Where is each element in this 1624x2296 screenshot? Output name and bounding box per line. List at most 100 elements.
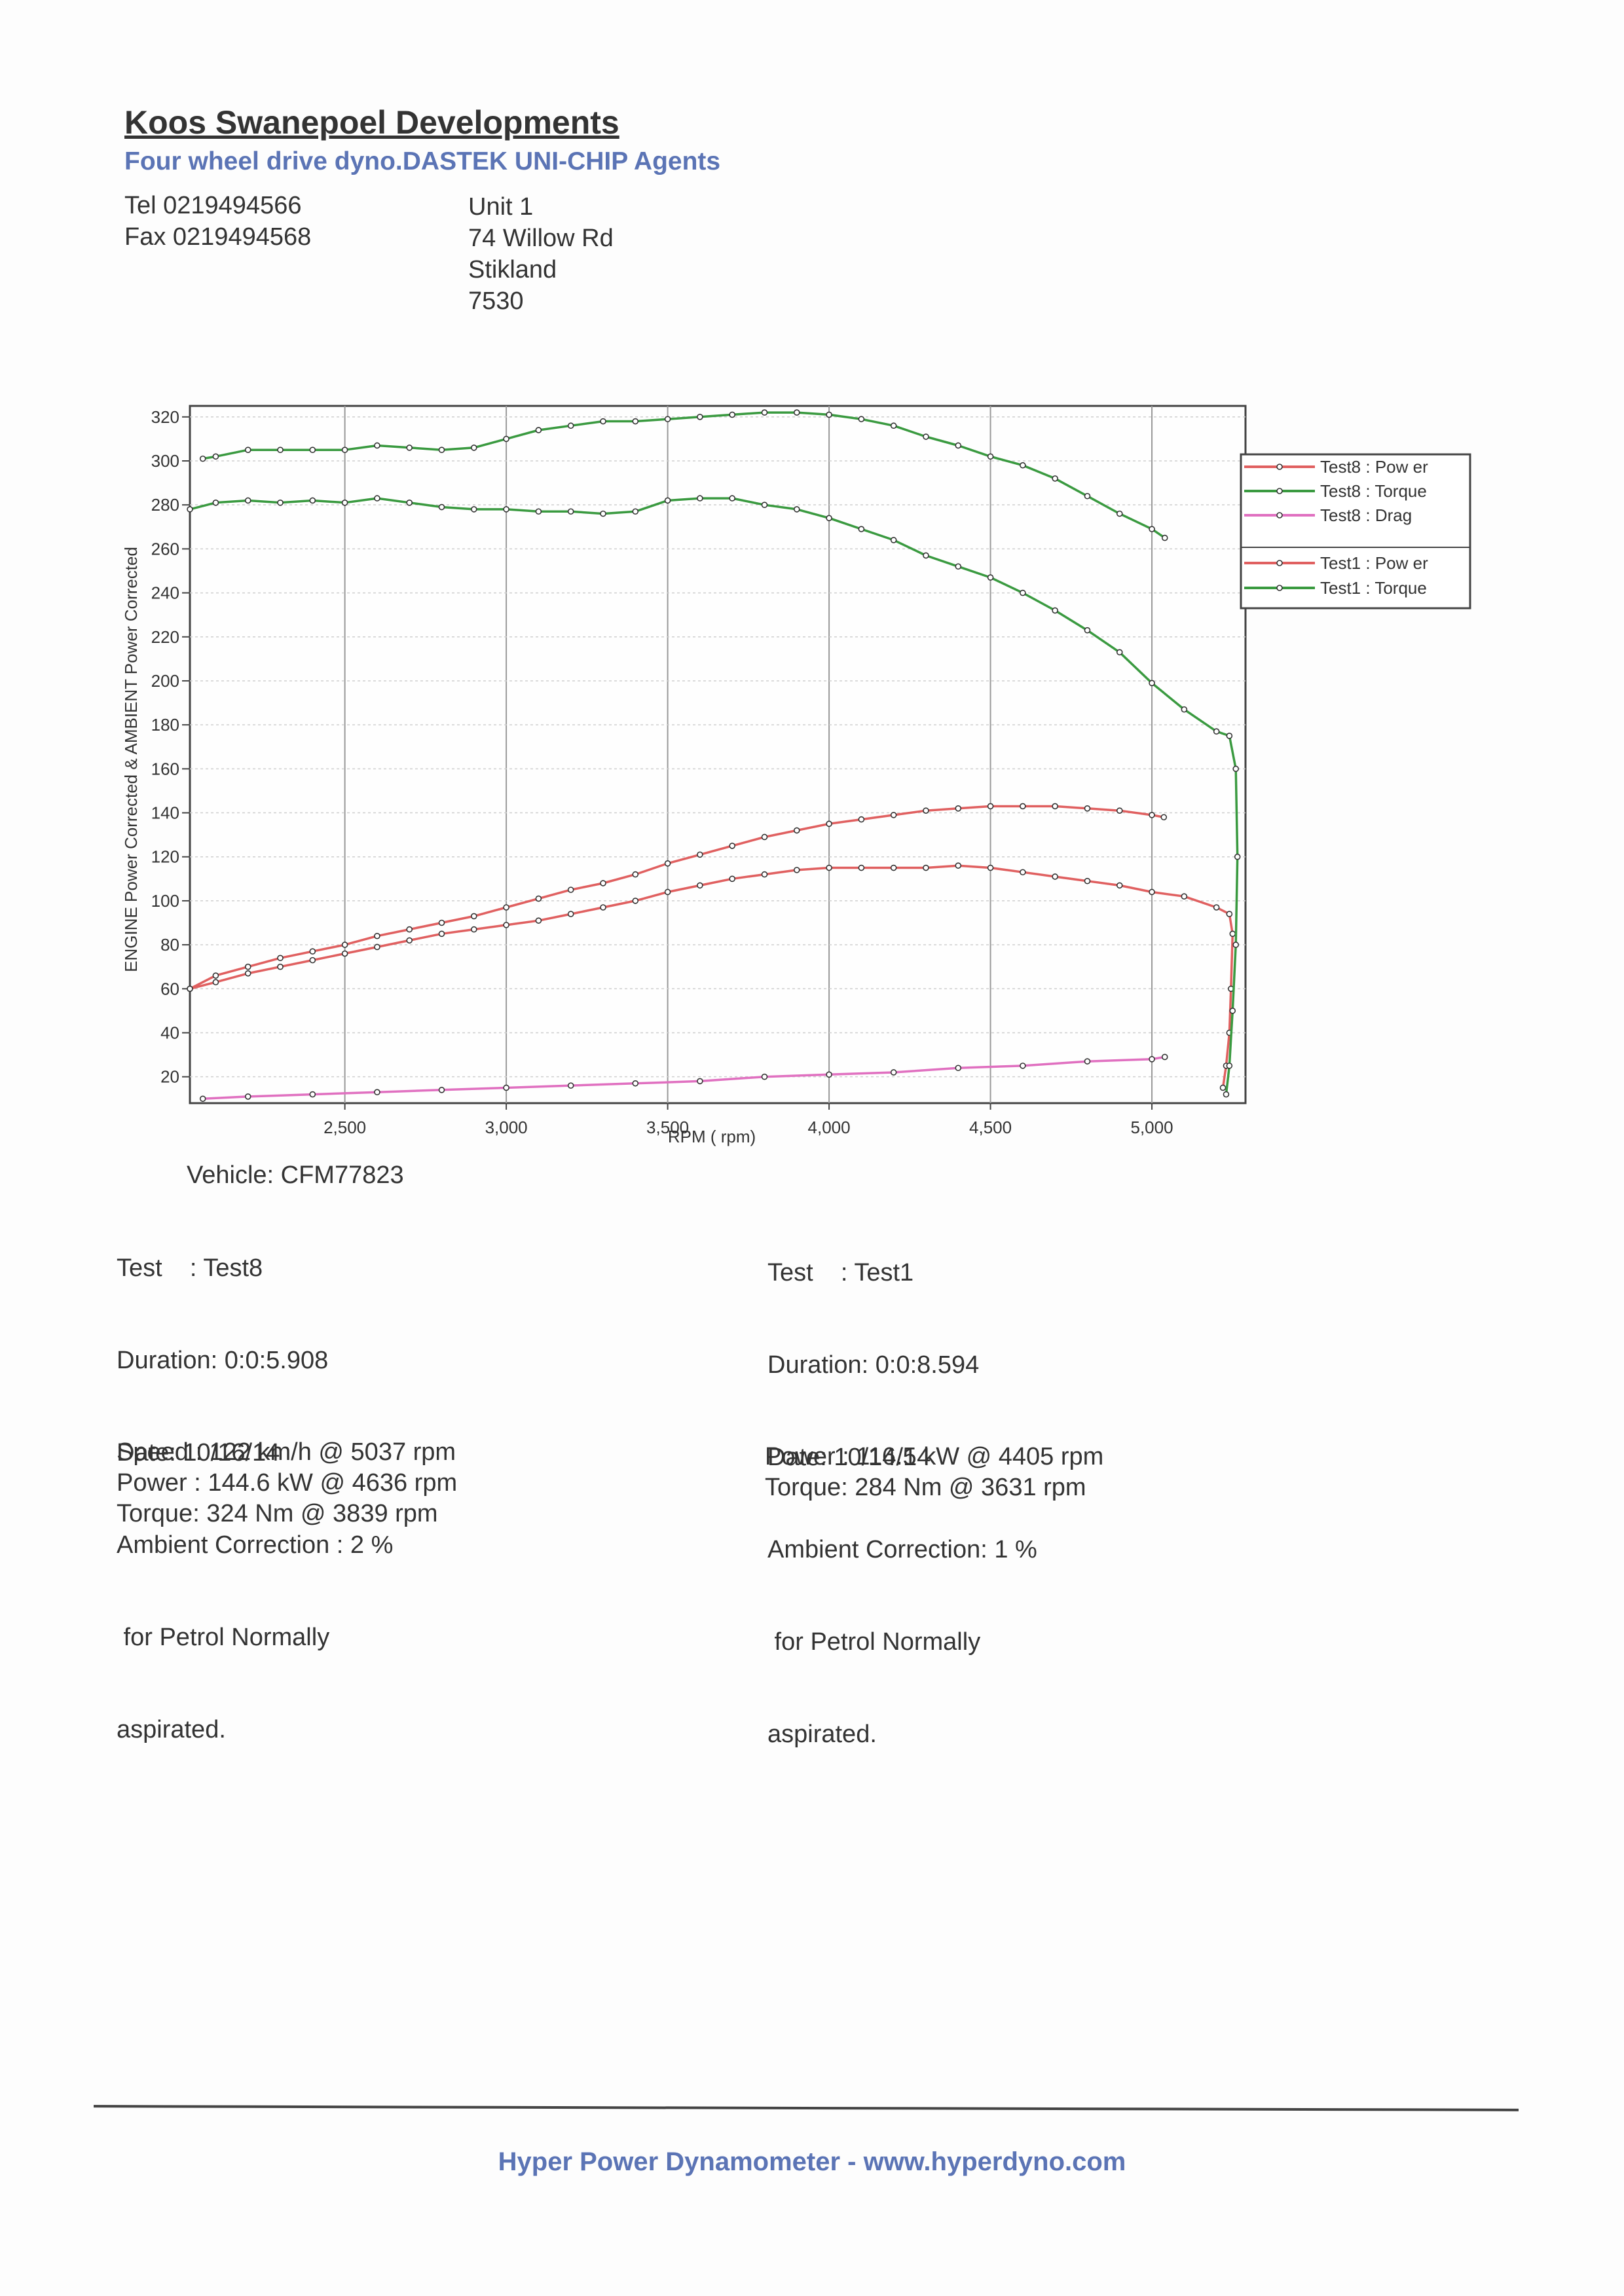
data-point: [471, 913, 477, 920]
data-point: [244, 497, 251, 504]
y-axis-title: ENGINE Power Corrected & AMBIENT Power C…: [121, 547, 141, 972]
data-point: [503, 904, 509, 911]
data-point: [1084, 877, 1091, 884]
dyno-chart: 2,500 3,000 3,500 4,000 4,500 5,000 20 40 60 80 1…: [121, 405, 1471, 1146]
data-point: [987, 803, 994, 810]
data-point: [1020, 869, 1026, 876]
data-point: [1020, 803, 1026, 810]
data-point: [955, 862, 962, 869]
data-point: [406, 926, 413, 933]
data-point: [1229, 930, 1236, 938]
data-point: [664, 860, 671, 867]
x-tick-label: 3,000: [485, 1118, 528, 1137]
data-point: [374, 442, 380, 449]
data-point: [1234, 853, 1241, 860]
data-point: [955, 442, 962, 449]
data-point: [406, 445, 413, 451]
data-point: [277, 446, 284, 453]
data-point: [471, 926, 477, 933]
data-point: [567, 911, 574, 917]
y-tick-label: 20: [160, 1067, 179, 1087]
data-point: [1161, 534, 1168, 541]
data-point: [955, 563, 962, 570]
address-line: 74 Willow Rd: [468, 225, 614, 252]
data-point: [277, 963, 284, 970]
data-point: [406, 500, 413, 506]
data-point: [890, 537, 897, 543]
data-point: [858, 816, 865, 823]
data-point: [535, 917, 542, 924]
data-point: [187, 506, 193, 513]
data-point: [374, 495, 380, 501]
data-point: [632, 508, 639, 515]
data-point: [309, 497, 316, 504]
data-point: [374, 943, 380, 951]
legend-marker: [1276, 585, 1283, 591]
data-point: [955, 1065, 962, 1072]
data-point: [341, 446, 348, 453]
data-point: [1161, 1053, 1168, 1061]
footer-text: Hyper Power Dynamometer - www.hyperdyno.…: [498, 2147, 1126, 2176]
legend-label: Test8 : Torque: [1320, 481, 1427, 501]
data-point: [1181, 706, 1188, 713]
data-point: [1160, 814, 1168, 821]
data-point: [503, 435, 509, 443]
result-line: Torque: 324 Nm @ 3839 rpm: [117, 1500, 438, 1527]
info-line: Duration: 0:0:5.908: [117, 1347, 329, 1374]
data-point: [923, 807, 929, 814]
data-point: [341, 500, 348, 506]
data-point: [826, 515, 832, 522]
data-point: [793, 506, 800, 513]
vehicle-label: Vehicle: CFM77823: [187, 1161, 404, 1189]
info-line: Test : Test1: [767, 1259, 914, 1286]
data-point: [1052, 803, 1058, 810]
data-point: [1149, 888, 1155, 896]
x-axis-ticks: 2,500 3,000 3,500 4,000 4,500 5,000: [323, 1103, 1173, 1137]
plot-frame: [189, 405, 1247, 1104]
info-line: Test : Test8: [117, 1254, 263, 1282]
data-point: [923, 864, 929, 871]
y-tick-label: 200: [151, 671, 179, 691]
data-point: [858, 864, 865, 871]
data-point: [1084, 805, 1091, 812]
series-line: [202, 411, 1166, 539]
data-point: [1116, 510, 1123, 517]
data-point: [1084, 1058, 1091, 1065]
legend-box: [1240, 453, 1471, 610]
grid-lines: [190, 406, 1246, 1103]
data-point: [1181, 893, 1188, 900]
data-point: [567, 1082, 574, 1089]
address-line: 7530: [468, 287, 524, 315]
data-point: [632, 1080, 639, 1087]
data-point: [438, 446, 445, 453]
data-point: [729, 495, 735, 501]
data-point: [1223, 1091, 1230, 1098]
info-line: Date: 10/14/14: [767, 1444, 931, 1471]
data-point: [503, 1084, 509, 1091]
data-point: [632, 898, 639, 904]
data-point: [697, 1078, 703, 1085]
result-line: Power : 116.5 kW @ 4405 rpm: [765, 1443, 1104, 1470]
data-point: [1149, 526, 1155, 532]
data-point: [793, 867, 800, 873]
data-point: [632, 871, 639, 878]
series-line: [189, 805, 1164, 990]
test8-info: Test : Test8 Duration: 0:0:5.908 Date: 1…: [117, 1192, 393, 1776]
data-point: [471, 445, 477, 451]
legend-label: Test1 : Torque: [1320, 578, 1427, 598]
data-point: [1084, 492, 1091, 500]
data-point: [858, 526, 865, 532]
data-point: [212, 979, 219, 986]
data-point: [1232, 765, 1240, 773]
legend-marker: [1276, 464, 1283, 470]
data-point: [1213, 728, 1220, 735]
legend-marker: [1276, 488, 1283, 494]
info-line: aspirated.: [767, 1721, 877, 1748]
data-point: [341, 950, 348, 957]
data-point: [1149, 812, 1155, 818]
data-point: [890, 422, 897, 429]
data-point: [761, 871, 768, 878]
data-point: [535, 895, 542, 902]
data-point: [987, 864, 994, 871]
data-point: [212, 453, 219, 460]
